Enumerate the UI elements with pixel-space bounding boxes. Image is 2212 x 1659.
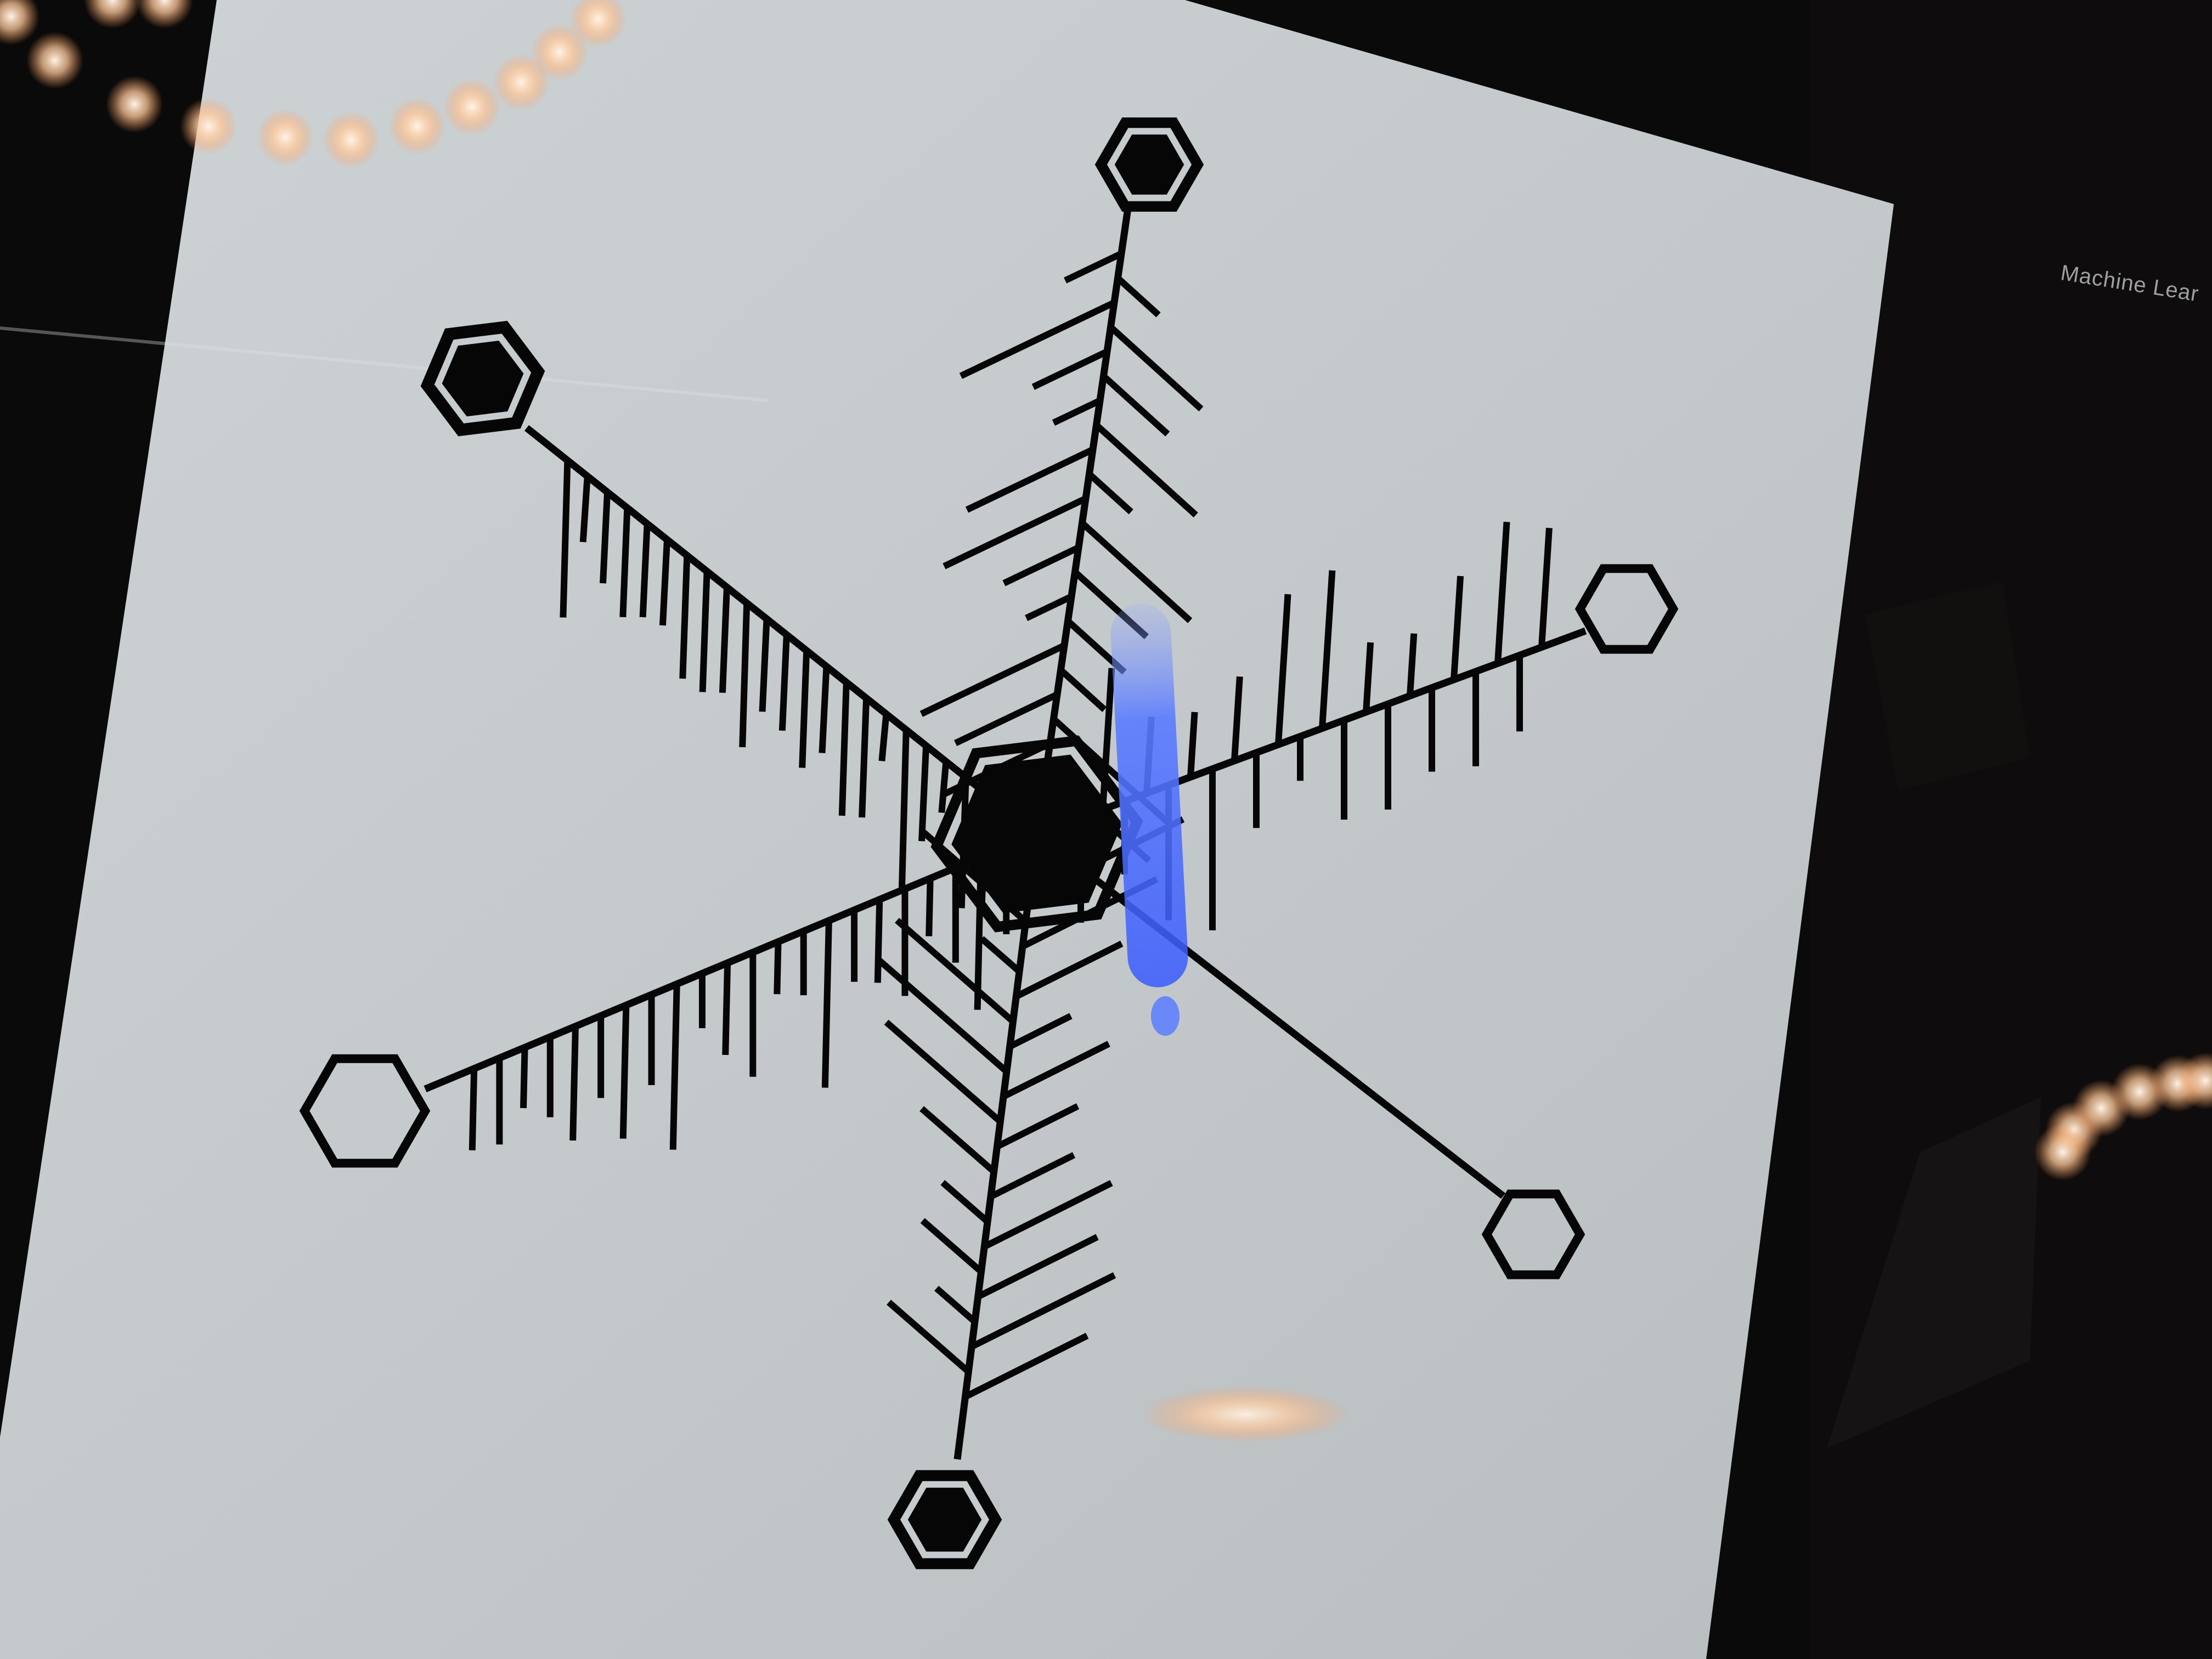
light-bulb (388, 98, 445, 155)
light-bulb (180, 98, 237, 155)
light-bulb (443, 78, 500, 136)
light-bulb (136, 0, 193, 29)
blue-light-drop (1151, 996, 1180, 1036)
arm-top-end-hexagon (1094, 117, 1204, 212)
light-bulb (26, 32, 83, 89)
arm-upper-left-end-hexagon (420, 320, 545, 437)
arm-lower-left-end-hexagon (299, 1054, 431, 1168)
arm-top (919, 174, 1204, 864)
arm-lower-right (1035, 831, 1505, 1199)
arm-upper-left (524, 425, 1040, 916)
light-bulb (493, 54, 550, 111)
light-bulb (2177, 1052, 2212, 1109)
arm-upper-right (1035, 521, 1587, 930)
light-bulb (0, 0, 40, 45)
arm-upper-right-end-hexagon (1575, 564, 1679, 654)
snowflake-illustration (299, 117, 1679, 1570)
glass-glare-line (0, 326, 769, 402)
blue-light-reflection (1110, 603, 1188, 988)
string-lights (0, 0, 2212, 1181)
light-bulb (569, 0, 627, 48)
light-bulb (531, 24, 588, 81)
light-bulb (106, 76, 163, 133)
light-bulb (257, 109, 314, 166)
arm-bottom-end-hexagon (887, 1470, 1002, 1570)
warm-reflection (1141, 1386, 1350, 1443)
light-bulb (323, 111, 380, 168)
light-bulb (2034, 1124, 2091, 1181)
light-bulb (84, 0, 141, 29)
arm-bottom (875, 816, 1185, 1460)
arm-lower-left (424, 831, 1039, 1150)
arm-lower-right-end-hexagon (1481, 1189, 1585, 1279)
